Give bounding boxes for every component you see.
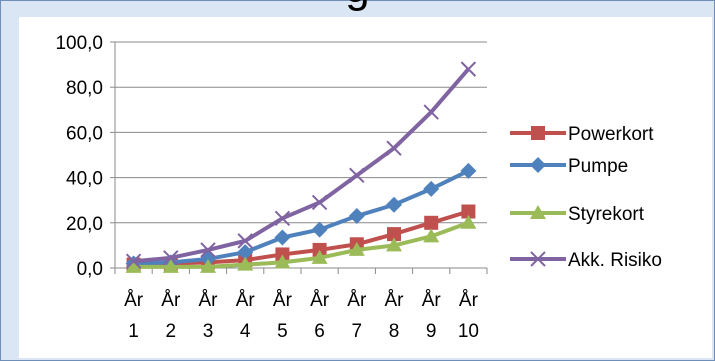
x-tick-label: År bbox=[310, 290, 330, 311]
x-tick-label: År bbox=[236, 290, 256, 311]
x-tick-label: År bbox=[161, 290, 181, 311]
data-point bbox=[461, 204, 476, 219]
x-tick-label: År bbox=[124, 290, 144, 311]
x-tick-label: År bbox=[347, 290, 367, 311]
x-tick-label: År bbox=[385, 290, 405, 311]
x-tick-label: 10 bbox=[458, 321, 479, 342]
data-point bbox=[274, 229, 291, 246]
data-point bbox=[163, 250, 179, 266]
data-point bbox=[311, 194, 328, 211]
y-tick-label: 80,0 bbox=[66, 78, 103, 99]
chart-area bbox=[19, 17, 712, 358]
data-point bbox=[125, 258, 142, 273]
legend-marker bbox=[531, 126, 545, 140]
data-point bbox=[237, 256, 254, 271]
x-tick-label: År bbox=[273, 290, 293, 311]
x-tick-label: År bbox=[422, 290, 442, 311]
data-point bbox=[386, 196, 402, 213]
data-point bbox=[162, 258, 179, 273]
data-point bbox=[274, 210, 291, 226]
x-tick-label: 8 bbox=[389, 321, 400, 342]
data-point bbox=[348, 208, 365, 225]
x-tick-label: 2 bbox=[166, 321, 177, 342]
legend-marker bbox=[530, 157, 546, 173]
x-tick-label: 1 bbox=[128, 321, 139, 342]
x-tick-label: 7 bbox=[352, 321, 363, 342]
legend-label: Pumpe bbox=[568, 156, 628, 177]
x-tick-label: År bbox=[459, 290, 479, 311]
data-point bbox=[311, 249, 328, 264]
data-point bbox=[348, 241, 365, 256]
data-point bbox=[460, 61, 477, 77]
y-tick-label: 100,0 bbox=[55, 33, 103, 54]
chart-title-fragment: g bbox=[1, 0, 714, 13]
x-tick-label: 4 bbox=[240, 321, 251, 342]
series-line bbox=[133, 67, 470, 264]
data-point bbox=[200, 242, 216, 258]
legend-label: Styrekort bbox=[568, 204, 645, 225]
data-point bbox=[237, 233, 253, 249]
data-point bbox=[423, 228, 440, 243]
y-tick-label: 20,0 bbox=[66, 214, 103, 235]
x-tick-label: 9 bbox=[426, 321, 437, 342]
y-tick-label: 60,0 bbox=[66, 123, 103, 144]
series-line bbox=[133, 169, 470, 266]
series-line bbox=[133, 209, 469, 267]
legend-marker bbox=[530, 251, 546, 267]
legend-label: Powerkort bbox=[568, 124, 654, 145]
data-point bbox=[423, 180, 440, 197]
data-point bbox=[386, 237, 402, 252]
data-point bbox=[237, 244, 254, 261]
y-tick-label: 40,0 bbox=[66, 169, 103, 190]
data-point bbox=[125, 253, 142, 269]
x-tick-label: 6 bbox=[314, 321, 325, 342]
x-tick-label: 3 bbox=[203, 321, 214, 342]
legend-marker bbox=[530, 205, 546, 219]
data-point bbox=[460, 214, 477, 229]
series-line bbox=[133, 220, 470, 269]
data-point bbox=[386, 140, 402, 156]
legend-label: Akk. Risiko bbox=[568, 250, 662, 271]
data-point bbox=[274, 254, 291, 269]
data-point bbox=[387, 227, 401, 242]
data-point bbox=[200, 258, 216, 273]
x-tick-label: År bbox=[199, 290, 219, 311]
data-point bbox=[423, 104, 439, 120]
data-point bbox=[311, 221, 328, 238]
data-point bbox=[424, 215, 439, 230]
data-point bbox=[460, 162, 477, 179]
x-tick-label: 5 bbox=[277, 321, 288, 342]
data-point bbox=[349, 167, 365, 184]
y-tick-label: 0,0 bbox=[77, 259, 103, 280]
